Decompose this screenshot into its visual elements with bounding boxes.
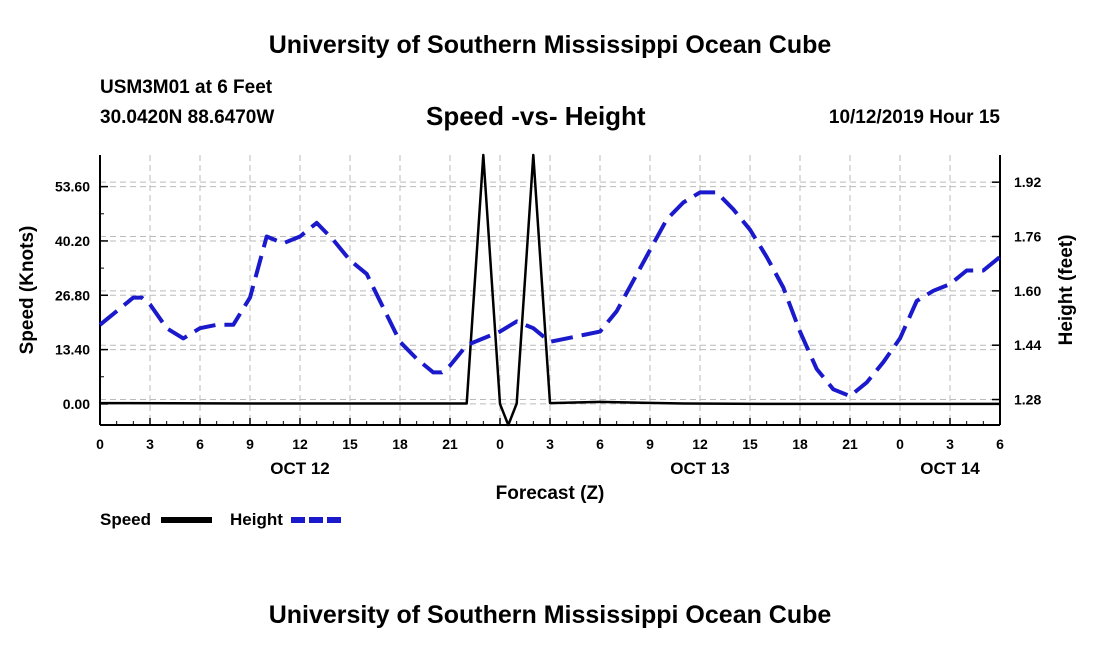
x-tick-label: 3	[546, 436, 554, 452]
x-axis-label: Forecast (Z)	[496, 483, 605, 504]
x-tick-label: 12	[292, 436, 308, 452]
y-right-tick-label: 1.44	[1014, 337, 1041, 353]
x-tick-label: 0	[96, 436, 104, 452]
x-tick-label: 12	[692, 436, 708, 452]
y-left-tick-label: 0.00	[63, 396, 90, 412]
y-right-tick-label: 1.92	[1014, 174, 1041, 190]
day-label: OCT 12	[270, 459, 330, 478]
y-axis-left-label: Speed (Knots)	[17, 226, 38, 355]
y-right-tick-label: 1.60	[1014, 283, 1041, 299]
legend-label-height: Height	[230, 510, 283, 529]
chart-axes: 0 3 6 9 12 15 18 21 0 3 6 9 12 15 18 21 0 3 6 OCT 12 OCT 13 O…	[55, 155, 1041, 478]
x-tick-label: 3	[146, 436, 154, 452]
x-tick-label: 3	[946, 436, 954, 452]
x-tick-label: 18	[392, 436, 408, 452]
y-right-tick-label: 1.76	[1014, 229, 1041, 245]
legend: Speed Height	[100, 510, 342, 529]
x-tick-label: 6	[196, 436, 204, 452]
page-title: University of Southern Mississippi Ocean…	[268, 31, 832, 59]
y-left-tick-label: 40.20	[55, 233, 90, 249]
y-axis-right-label: Height (feet)	[1056, 235, 1077, 346]
x-tick-label: 21	[842, 436, 858, 452]
day-label: OCT 14	[920, 459, 980, 478]
y-left-tick-label: 26.80	[55, 287, 90, 303]
x-tick-label: 9	[246, 436, 254, 452]
series-layer	[98, 153, 1002, 427]
x-tick-label: 21	[442, 436, 458, 452]
x-tick-label: 15	[342, 436, 358, 452]
page-footer-title: University of Southern Mississippi Ocean…	[268, 601, 832, 629]
x-tick-label: 6	[996, 436, 1004, 452]
x-tick-label: 0	[896, 436, 904, 452]
x-tick-label: 15	[742, 436, 758, 452]
height-series-line	[98, 190, 1002, 399]
forecast-timestamp: 10/12/2019 Hour 15	[828, 107, 1000, 128]
y-right-tick-label: 1.28	[1014, 392, 1041, 408]
y-left-tick-label: 13.40	[55, 342, 90, 358]
x-tick-label: 9	[646, 436, 654, 452]
legend-label-speed: Speed	[100, 510, 151, 529]
station-coordinates: 30.0420N 88.6470W	[100, 107, 275, 128]
day-label: OCT 13	[670, 459, 730, 478]
x-tick-label: 0	[496, 436, 504, 452]
x-tick-label: 18	[792, 436, 808, 452]
y-left-tick-label: 53.60	[55, 179, 90, 195]
x-tick-label: 6	[596, 436, 604, 452]
plot-title: Speed -vs- Height	[426, 101, 646, 131]
station-label: USM3M01 at 6 Feet	[100, 77, 273, 98]
speed-series-line	[99, 153, 1000, 427]
